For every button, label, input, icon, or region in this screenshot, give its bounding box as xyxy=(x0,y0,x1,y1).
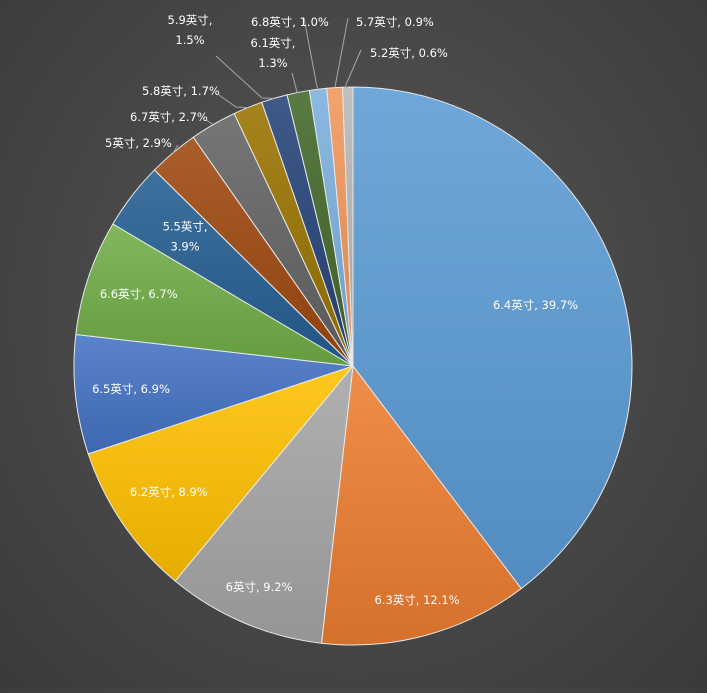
pie-slice-6-6-inch xyxy=(75,223,354,367)
data-label-6-2-inch: 6.2英寸, 8.9% xyxy=(130,485,208,499)
pie-slice-6-4-inch xyxy=(352,86,633,590)
pie-slice-6-inch xyxy=(174,365,354,644)
leader-line-6-8-inch xyxy=(303,17,319,90)
leader-line-5-8-inch xyxy=(218,94,248,109)
pie-slice-6-5-inch xyxy=(73,334,354,455)
slices-layer xyxy=(73,86,633,646)
data-label-6-5-inch: 6.5英寸, 6.9% xyxy=(92,382,170,396)
data-label-6-6-inch: 6.6英寸, 6.7% xyxy=(100,287,178,301)
leader-line-5-7-inch xyxy=(334,17,349,88)
data-label-6-inch: 6英寸, 9.2% xyxy=(226,580,293,594)
leader-line-5-9-inch xyxy=(215,55,275,99)
data-labels-layer: 6.4英寸, 39.7% 6.3英寸, 12.1% 6英寸, 9.2% 6.2英寸, … xyxy=(92,13,578,607)
data-label-5-7-inch: 5.7英寸, 0.9% xyxy=(356,15,434,29)
leader-line-6-7-inch xyxy=(205,119,214,125)
data-label-5-inch: 5英寸, 2.9% xyxy=(105,136,172,150)
data-label-5-5-inch: 5.5英寸, 3.9% xyxy=(163,220,208,254)
pie-slice-6-3-inch xyxy=(321,365,522,646)
data-label-5-2-inch: 5.2英寸, 0.6% xyxy=(370,46,448,60)
leader-line-5-inch xyxy=(172,144,179,153)
data-label-5-9-inch: 5.9英寸, 1.5% xyxy=(168,13,213,47)
data-label-6-7-inch: 6.7英寸, 2.7% xyxy=(130,110,208,124)
data-label-6-1-inch: 6.1英寸, 1.3% xyxy=(251,36,296,70)
data-label-6-3-inch: 6.3英寸, 12.1% xyxy=(374,593,459,607)
data-label-6-8-inch: 6.8英寸, 1.0% xyxy=(251,15,329,29)
leader-lines-layer xyxy=(172,17,362,153)
leader-line-5-2-inch xyxy=(344,49,362,88)
data-label-6-4-inch: 6.4英寸, 39.7% xyxy=(493,298,578,312)
leader-line-6-1-inch xyxy=(291,72,299,93)
pie-slice-6-2-inch xyxy=(87,365,354,582)
data-label-5-8-inch: 5.8英寸, 1.7% xyxy=(142,84,220,98)
